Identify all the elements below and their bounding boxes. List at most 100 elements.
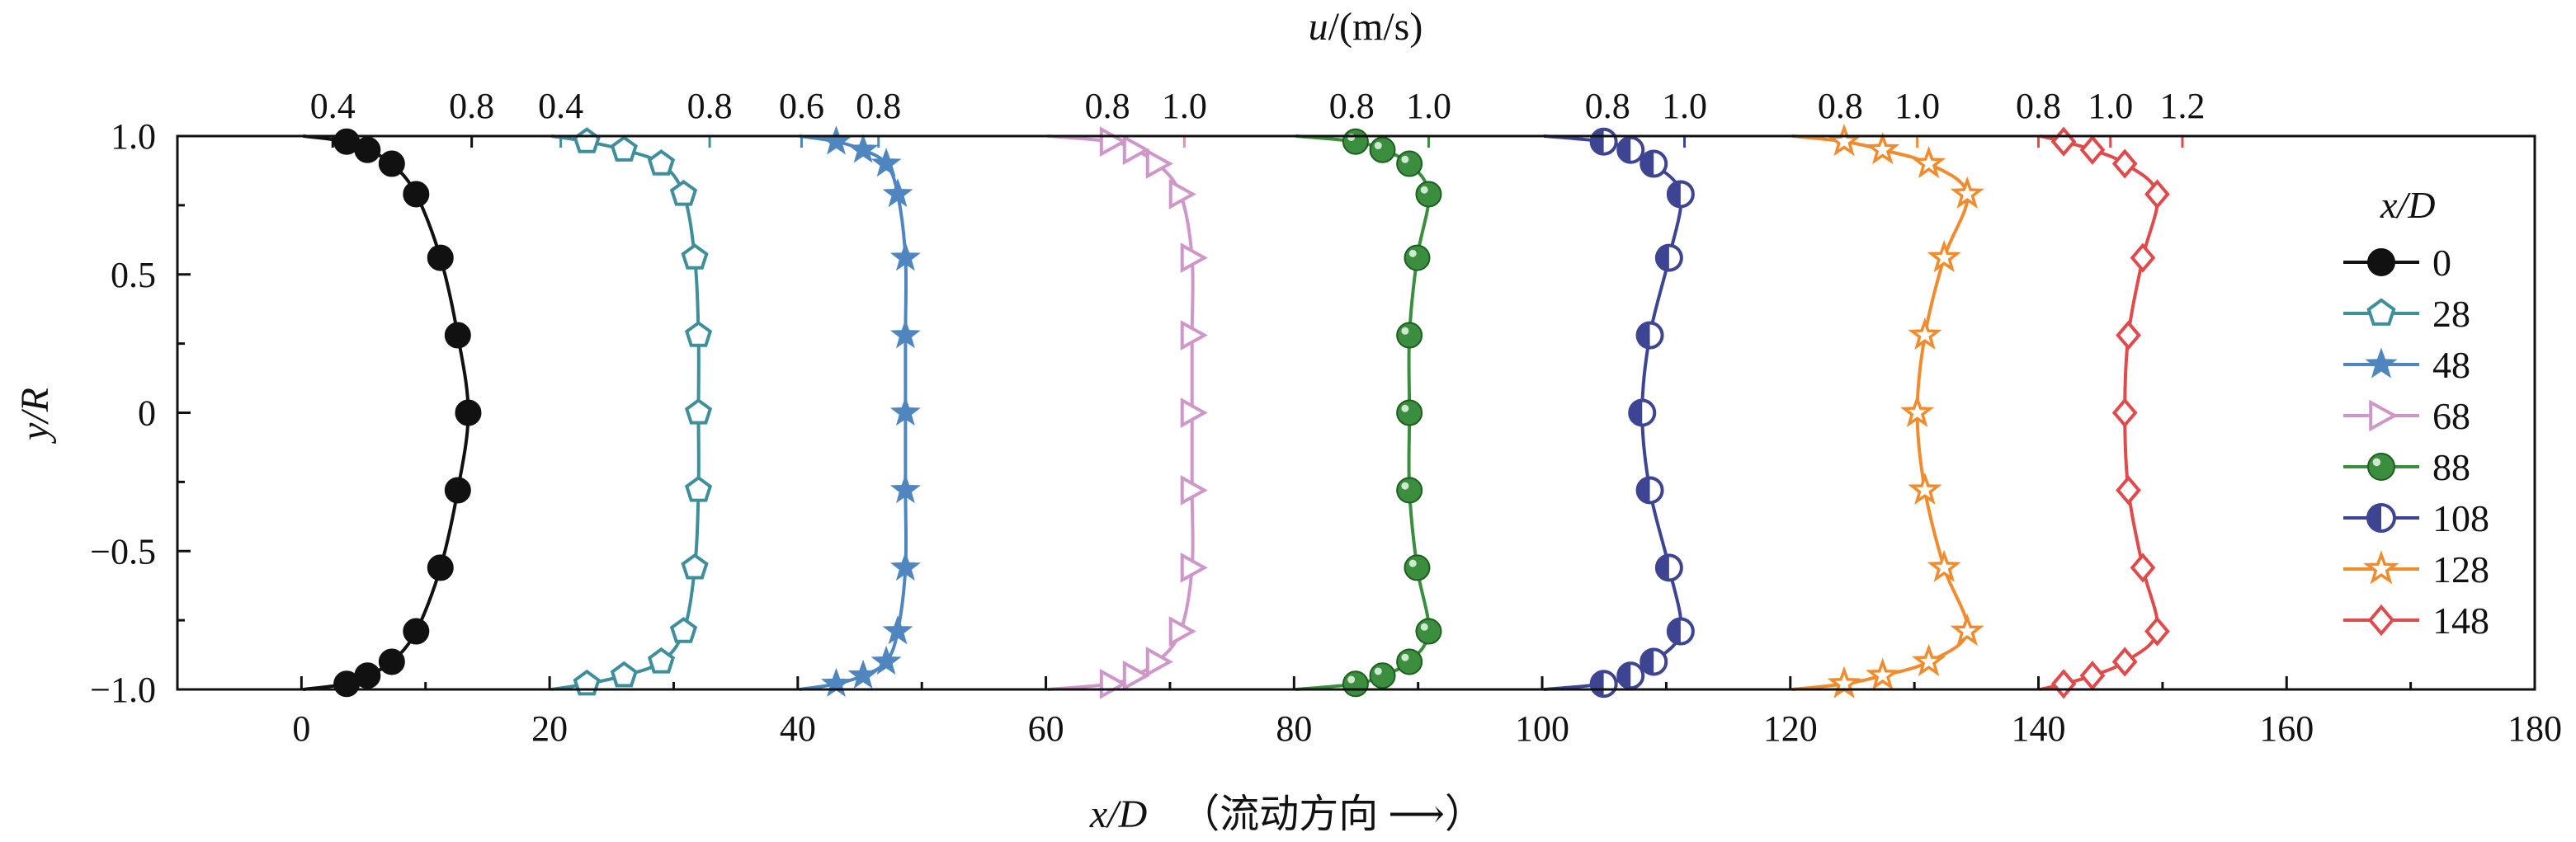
marker-highlight <box>1401 404 1409 412</box>
data-point <box>1404 244 1431 271</box>
top-tick-label: 1.0 <box>1406 86 1451 126</box>
marker-highlight <box>1408 249 1417 257</box>
legend-item-128: 128 <box>2343 548 2489 590</box>
data-point <box>1396 150 1423 177</box>
marker-half-fill <box>1630 400 1643 426</box>
legend-item-108: 108 <box>2343 497 2489 539</box>
data-point <box>2130 553 2156 583</box>
data-point <box>2144 179 2170 209</box>
top-tick-label: 0.8 <box>687 86 733 126</box>
series-48: 0.6 0.8 <box>779 86 939 697</box>
marker-highlight <box>1347 675 1356 684</box>
x-tick-label: 60 <box>1028 708 1064 749</box>
marker-half-fill <box>1656 245 1669 270</box>
marker-highlight <box>1420 186 1428 194</box>
data-point <box>1396 648 1423 675</box>
data-point <box>2079 661 2106 691</box>
legend-label: 0 <box>2432 242 2451 284</box>
data-point <box>1168 179 1196 209</box>
x-tick-label: 0 <box>292 708 310 749</box>
top-tick-label: 0.8 <box>1585 86 1630 126</box>
data-point <box>1369 136 1396 163</box>
data-point <box>889 319 921 349</box>
data-point <box>1404 554 1431 581</box>
x-tick-label: 180 <box>2508 708 2562 749</box>
y-tick-label: 0 <box>138 393 156 434</box>
legend-item-48: 48 <box>2343 344 2470 386</box>
series-148: 0.8 1.0 1.2 <box>2016 86 2205 699</box>
marker-half-fill <box>2368 505 2381 531</box>
marker-half-fill <box>1618 663 1631 689</box>
data-point <box>1950 176 1984 209</box>
data-point <box>2111 647 2138 677</box>
marker-half-fill <box>1637 322 1650 348</box>
data-point <box>354 136 381 163</box>
y-tick-label: −0.5 <box>90 531 156 572</box>
data-point <box>1911 145 1946 179</box>
top-tick-label: 0.8 <box>2016 86 2061 126</box>
x-tick-label: 100 <box>1515 708 1569 749</box>
legend: x/D 0 28 48 68 88 108 128 148 <box>2343 184 2489 642</box>
data-point <box>444 322 471 349</box>
legend-label: 108 <box>2432 497 2489 539</box>
x-tick-label: 40 <box>780 708 816 749</box>
y-tick-label: −1.0 <box>90 670 156 710</box>
legend-item-28: 28 <box>2343 293 2470 335</box>
data-point <box>889 551 921 581</box>
data-point <box>378 648 405 675</box>
x-tick-label: 140 <box>2012 708 2066 749</box>
data-point <box>1168 616 1196 647</box>
x-tick-label: 80 <box>1276 708 1312 749</box>
data-point <box>1180 552 1208 583</box>
data-point <box>1145 148 1173 179</box>
marker-highlight <box>1420 623 1428 631</box>
series-108: 0.8 1.0 <box>1542 86 1707 699</box>
legend-marker <box>2367 453 2395 481</box>
data-point <box>403 181 430 208</box>
top-tick-label: 1.0 <box>1162 86 1207 126</box>
data-point <box>1396 322 1423 349</box>
marker-highlight <box>1401 482 1409 490</box>
data-point <box>1927 239 1961 273</box>
data-point <box>1396 399 1423 426</box>
y-axis-title: y/R <box>13 388 57 445</box>
data-point <box>1911 643 1946 676</box>
data-point <box>1415 181 1442 208</box>
top-tick-label: 0.6 <box>779 86 824 126</box>
marker-highlight <box>1374 142 1382 150</box>
top-axis-title: u/(m/s) <box>1309 5 1423 49</box>
data-point <box>1342 670 1369 698</box>
legend-label: 88 <box>2432 446 2470 488</box>
data-point <box>610 135 638 162</box>
legend-marker <box>2369 399 2399 432</box>
top-tick-label: 0.8 <box>1085 86 1130 126</box>
data-point <box>1122 660 1150 691</box>
data-point <box>1908 472 1942 505</box>
data-point <box>1180 475 1208 506</box>
series-68: 0.8 1.0 <box>1045 86 1208 699</box>
marker-half-fill <box>1637 477 1650 503</box>
top-tick-label: 0.4 <box>538 86 583 126</box>
data-point <box>2111 397 2138 428</box>
x-tick-label: 120 <box>1763 708 1818 749</box>
legend-marker <box>2365 347 2398 379</box>
data-point <box>1927 549 1961 582</box>
y-tick-label: 0.5 <box>111 255 156 295</box>
data-point <box>669 617 698 643</box>
data-point <box>1369 662 1396 689</box>
marker-half-fill <box>1618 137 1631 162</box>
x-tick-label: 160 <box>2259 708 2314 749</box>
data-point <box>1180 242 1208 274</box>
data-point <box>681 243 709 270</box>
data-point <box>847 659 879 689</box>
top-tick-label: 0.4 <box>310 86 356 126</box>
top-tick-label: 0.8 <box>1329 86 1375 126</box>
top-tick-label: 1.0 <box>1894 86 1940 126</box>
data-point <box>669 180 698 206</box>
data-point <box>2116 320 2141 350</box>
marker-highlight <box>1401 327 1409 335</box>
data-point <box>681 553 709 580</box>
data-point <box>847 134 879 163</box>
